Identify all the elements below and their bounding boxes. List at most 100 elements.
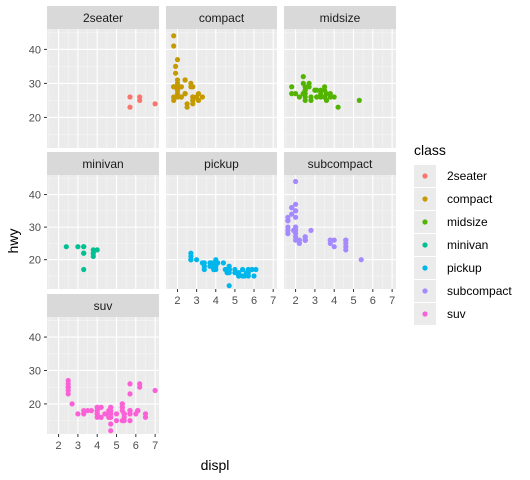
- facet-minivan: minivan: [47, 152, 159, 289]
- data-point: [236, 270, 242, 276]
- x-axes: 2 3 4 5 6 7 2 3 4 5 6 7 2 3 4 5 6 7: [56, 289, 395, 452]
- data-point: [322, 84, 328, 90]
- data-point: [226, 283, 232, 289]
- data-point: [178, 94, 184, 100]
- legend-label: midsize: [447, 215, 488, 229]
- data-point: [289, 84, 295, 90]
- data-point: [188, 257, 194, 263]
- y-tick-label: 30: [29, 365, 41, 377]
- data-point: [174, 57, 181, 63]
- legend-title: class: [414, 142, 446, 158]
- x-tick-label: 4: [331, 295, 337, 307]
- data-point: [293, 208, 299, 214]
- data-point: [127, 391, 133, 397]
- data-point: [94, 404, 100, 410]
- facet-suv: suv: [47, 294, 159, 434]
- data-point: [289, 211, 295, 217]
- y-tick-label: 40: [29, 332, 41, 344]
- facet-strip: [47, 294, 159, 317]
- facet-2seater: 2seater: [47, 6, 159, 148]
- facet-strip-label: midsize: [320, 11, 361, 25]
- legend-swatch: [422, 288, 428, 294]
- y-axes: 20 30 40 20 30 40 20 30 40: [29, 44, 47, 411]
- legend-label: pickup: [447, 261, 482, 275]
- facet-strip-label: suv: [94, 299, 113, 313]
- x-tick-label: 7: [389, 295, 395, 307]
- x-tick-label: 2: [174, 295, 180, 307]
- data-point: [152, 101, 158, 107]
- data-point: [184, 101, 190, 107]
- data-point: [302, 87, 308, 93]
- data-point: [173, 63, 179, 69]
- panel-background: [284, 175, 396, 289]
- data-point: [81, 266, 87, 273]
- data-point: [222, 266, 228, 273]
- data-point: [331, 244, 337, 250]
- data-point: [358, 257, 364, 263]
- data-point: [296, 240, 302, 246]
- y-tick-label: 20: [29, 112, 41, 124]
- legend-swatch: [422, 196, 428, 202]
- data-point: [296, 94, 302, 100]
- data-point: [81, 411, 87, 417]
- data-point: [327, 237, 333, 243]
- data-point: [232, 266, 238, 273]
- panel-background: [47, 29, 159, 148]
- data-point: [253, 266, 259, 273]
- facet-strip: [47, 6, 159, 29]
- legend-item-minivan: minivan: [414, 234, 488, 256]
- data-point: [293, 201, 299, 207]
- data-point: [94, 247, 100, 253]
- data-point: [356, 97, 362, 103]
- legend-swatch: [422, 219, 428, 225]
- data-point: [182, 77, 188, 83]
- facet-strip-label: minivan: [82, 157, 123, 171]
- legend-label: suv: [447, 307, 466, 321]
- data-point: [343, 244, 349, 250]
- legend-item-suv: suv: [414, 303, 466, 325]
- data-point: [199, 94, 205, 100]
- data-point: [75, 244, 81, 250]
- data-point: [300, 80, 306, 86]
- legend-swatch: [422, 311, 428, 317]
- data-point: [323, 91, 330, 97]
- data-point: [220, 260, 226, 266]
- legend-swatch: [422, 173, 428, 179]
- data-point: [98, 404, 104, 410]
- facet-strip: [284, 6, 396, 29]
- legend-item-compact: compact: [414, 188, 493, 210]
- legend-label: minivan: [447, 238, 488, 252]
- data-point: [285, 218, 291, 224]
- facet-strip: [166, 6, 277, 29]
- data-point: [152, 387, 158, 394]
- legend-item-subcompact: subcompact: [414, 280, 512, 302]
- data-point: [285, 224, 291, 230]
- data-point: [174, 84, 181, 90]
- data-point: [289, 91, 295, 97]
- data-point: [335, 104, 341, 110]
- data-point: [327, 91, 333, 97]
- data-point: [182, 91, 188, 97]
- data-point: [285, 231, 291, 237]
- data-point: [127, 94, 133, 100]
- data-point: [308, 97, 314, 103]
- y-tick-label: 30: [29, 78, 41, 90]
- data-point: [137, 97, 143, 103]
- data-point: [75, 411, 81, 417]
- data-point: [293, 178, 299, 185]
- y-tick-label: 30: [29, 222, 41, 234]
- facet-strip-label: pickup: [204, 157, 239, 171]
- legend-item-2seater: 2seater: [414, 165, 487, 187]
- data-point: [81, 250, 87, 256]
- data-point: [88, 408, 94, 414]
- x-tick-label: 2: [293, 295, 299, 307]
- data-point: [314, 94, 320, 100]
- data-point: [199, 260, 205, 266]
- x-tick-label: 3: [75, 440, 81, 452]
- x-tick-label: 7: [152, 440, 158, 452]
- data-point: [127, 104, 133, 110]
- data-point: [190, 101, 196, 107]
- data-point: [98, 414, 104, 420]
- x-tick-label: 5: [232, 295, 238, 307]
